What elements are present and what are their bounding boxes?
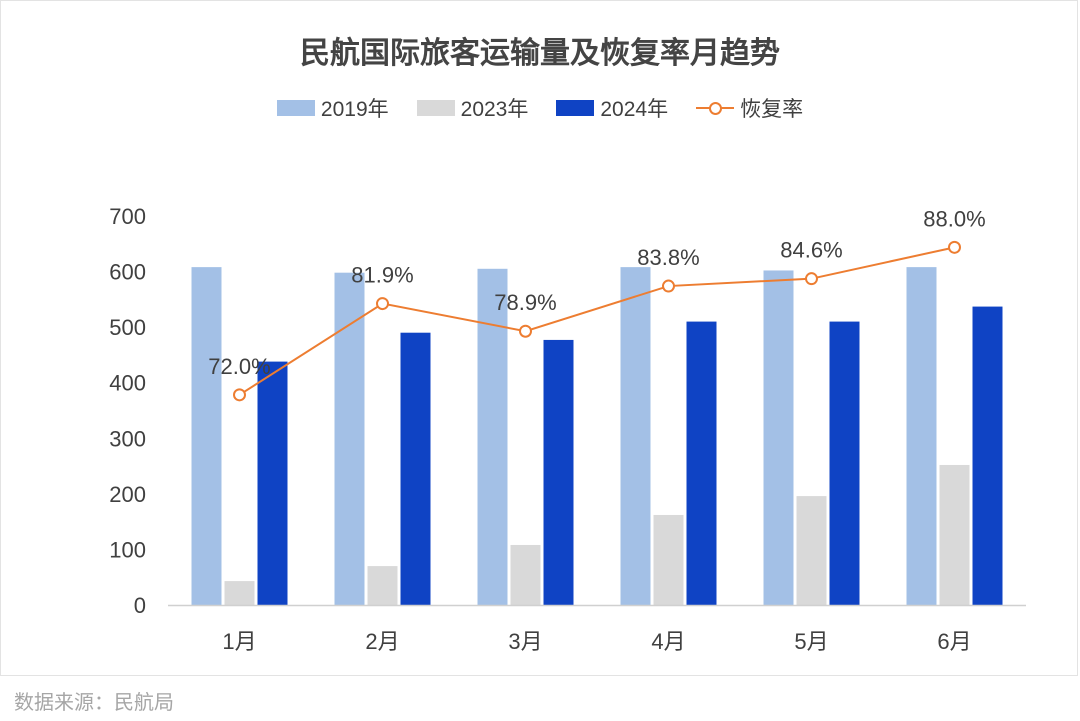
bar (939, 464, 970, 605)
x-tick-label: 3月 (508, 629, 542, 654)
bar (829, 321, 860, 605)
bar (400, 332, 431, 605)
legend-swatch (416, 100, 455, 116)
y-tick-label: 300 (109, 426, 146, 451)
recovery-rate-label: 72.0% (208, 354, 270, 379)
legend-label: 2023年 (460, 98, 529, 121)
bar (334, 272, 365, 605)
bar (620, 267, 651, 605)
bar (972, 306, 1003, 605)
bar (367, 566, 398, 605)
bar (796, 496, 827, 605)
bar (653, 514, 684, 605)
y-tick-label: 200 (109, 482, 146, 507)
chart-title: 民航国际旅客运输量及恢复率月趋势 (300, 37, 780, 70)
y-tick-label: 400 (109, 371, 146, 396)
recovery-rate-line (238, 246, 955, 396)
recovery-rate-label: 78.9% (494, 290, 556, 315)
chart-frame (0, 0, 1078, 676)
x-tick-label: 6月 (937, 629, 971, 654)
bar (543, 339, 574, 605)
bar (763, 270, 794, 605)
recovery-rate-label: 84.6% (780, 238, 842, 263)
bar (477, 268, 508, 605)
recovery-rate-point (519, 324, 532, 338)
recovery-rate-label: 81.9% (351, 263, 413, 288)
recovery-rate-point (948, 240, 961, 254)
legend-item: 恢复率 (696, 93, 803, 123)
y-tick-label: 700 (109, 204, 146, 229)
legend-item: 2024年 (556, 93, 668, 123)
legend-swatch (276, 100, 315, 116)
bar (906, 267, 937, 605)
bar (257, 361, 288, 605)
legend-label: 2019年 (320, 98, 389, 121)
x-tick-label: 1月 (222, 629, 256, 654)
legend-swatch (556, 100, 595, 116)
source-note: 数据来源：民航局 (14, 692, 174, 714)
x-tick-label: 5月 (794, 629, 828, 654)
y-tick-label: 500 (109, 315, 146, 340)
x-tick-label: 4月 (651, 629, 685, 654)
y-tick-label: 0 (134, 593, 146, 618)
recovery-rate-label: 83.8% (637, 245, 699, 270)
recovery-rate-point (233, 388, 246, 402)
recovery-rate-point (376, 297, 389, 311)
legend-item: 2019年 (276, 93, 389, 123)
legend: 2019年 2023年 2024年 恢复率 (0, 93, 1080, 123)
bar (686, 321, 717, 605)
y-tick-label: 600 (109, 260, 146, 285)
recovery-rate-point (662, 279, 675, 293)
bar (224, 581, 255, 605)
bar (510, 544, 541, 605)
legend-swatch (696, 100, 735, 116)
legend-item: 2023年 (416, 93, 529, 123)
y-tick-label: 100 (109, 537, 146, 562)
recovery-rate-point (805, 272, 818, 286)
x-tick-label: 2月 (365, 629, 399, 654)
legend-label: 恢复率 (740, 98, 804, 121)
bar (191, 267, 222, 605)
legend-label: 2024年 (600, 98, 669, 121)
recovery-rate-label: 88.0% (923, 206, 985, 231)
